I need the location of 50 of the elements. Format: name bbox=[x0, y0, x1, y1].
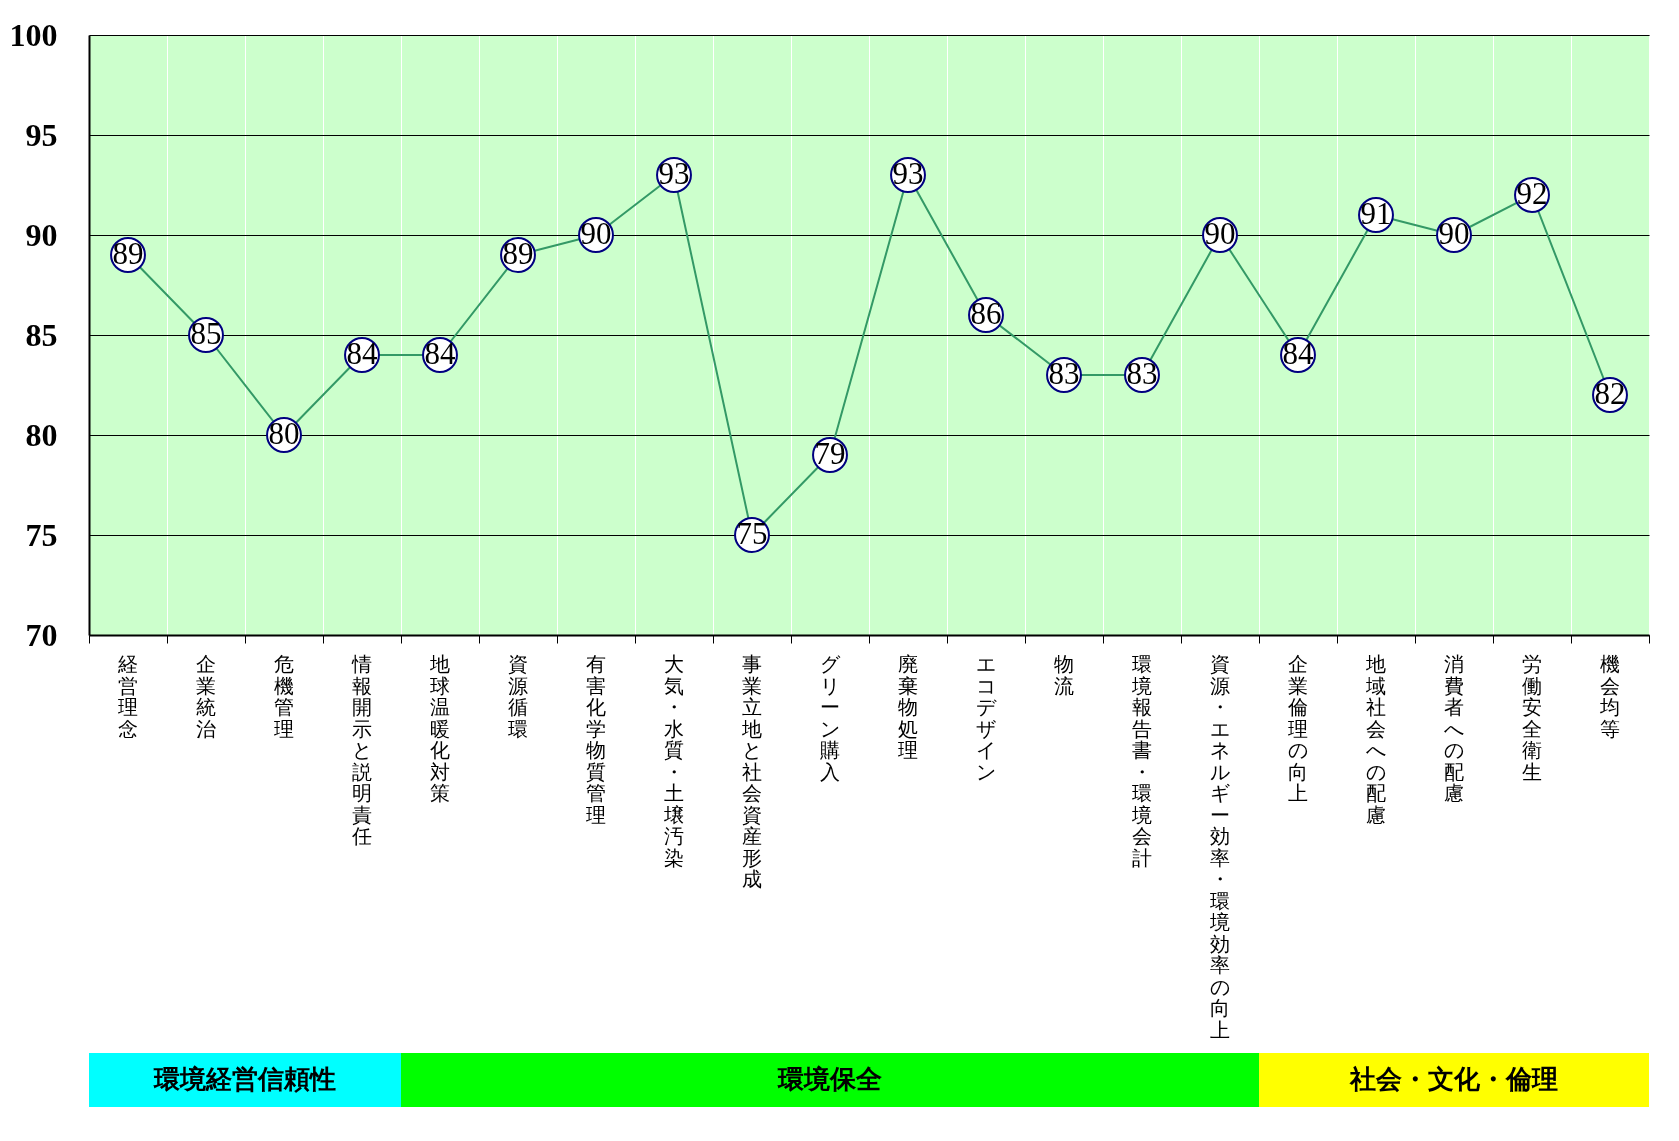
data-label: 93 bbox=[892, 156, 924, 191]
data-label: 86 bbox=[970, 296, 1002, 331]
data-label: 90 bbox=[580, 216, 612, 251]
data-label: 84 bbox=[346, 336, 378, 371]
data-label: 85 bbox=[190, 316, 222, 351]
data-label: 79 bbox=[814, 436, 846, 471]
data-label: 90 bbox=[1204, 216, 1236, 251]
category-label: 環境報告書・環境会計 bbox=[1132, 653, 1152, 869]
x-tick-label: 資源循環 bbox=[508, 653, 528, 740]
x-tick-label: 危機管理 bbox=[274, 653, 294, 740]
x-tick-label: 労働安全衛生 bbox=[1522, 653, 1542, 783]
data-label: 93 bbox=[658, 156, 690, 191]
data-label: 92 bbox=[1516, 176, 1548, 211]
data-label: 84 bbox=[424, 336, 456, 371]
data-label: 90 bbox=[1438, 216, 1470, 251]
y-tick-label: 75 bbox=[25, 516, 58, 553]
y-tick-label: 100 bbox=[9, 16, 58, 53]
x-tick-label: 廃棄物処理 bbox=[898, 653, 918, 761]
data-label: 89 bbox=[502, 236, 534, 271]
text: 環境保全 bbox=[777, 1064, 883, 1094]
x-tick-label: 機会均等 bbox=[1599, 653, 1620, 740]
x-tick-label: 企業倫理の向上 bbox=[1287, 653, 1308, 804]
x-tick-label: 有害化学物質管理 bbox=[586, 653, 606, 826]
x-tick-label: 企業統治 bbox=[196, 653, 216, 740]
category-label: 事業立地と社会資産形成 bbox=[742, 653, 762, 890]
x-tick-label: 地域社会への配慮 bbox=[1365, 653, 1386, 826]
y-tick-label: 70 bbox=[25, 616, 58, 653]
text: 環境経営信頼性 bbox=[153, 1064, 336, 1094]
x-tick-label: グリーン購入 bbox=[820, 653, 841, 783]
category-label: 資源・エネルギー効率・環境効率の向上 bbox=[1210, 653, 1230, 1041]
data-label: 75 bbox=[736, 516, 768, 551]
x-tick-label: 消費者への配慮 bbox=[1444, 653, 1464, 804]
y-tick-label: 85 bbox=[25, 316, 58, 353]
data-label: 84 bbox=[1282, 336, 1314, 371]
y-tick-label: 95 bbox=[25, 116, 58, 153]
data-label: 83 bbox=[1126, 356, 1158, 391]
data-label: 89 bbox=[112, 236, 144, 271]
y-tick-label: 90 bbox=[25, 216, 58, 253]
x-tick-label: エコデザイン bbox=[976, 653, 997, 783]
data-label: 91 bbox=[1360, 196, 1392, 231]
x-tick-label: 地球温暖化対策 bbox=[429, 653, 450, 804]
data-label: 83 bbox=[1048, 356, 1080, 391]
x-tick-label: 物流 bbox=[1054, 653, 1074, 697]
category-label: 大気・水質・土壌汚染 bbox=[664, 653, 684, 869]
data-label: 80 bbox=[268, 416, 300, 451]
y-tick-label: 80 bbox=[25, 416, 58, 453]
x-tick-label: 経営理念 bbox=[117, 653, 138, 740]
data-label: 82 bbox=[1594, 376, 1626, 411]
category-label: 情報開示と説明責任 bbox=[352, 653, 372, 847]
text: 社会・文化・倫理 bbox=[1349, 1064, 1558, 1094]
